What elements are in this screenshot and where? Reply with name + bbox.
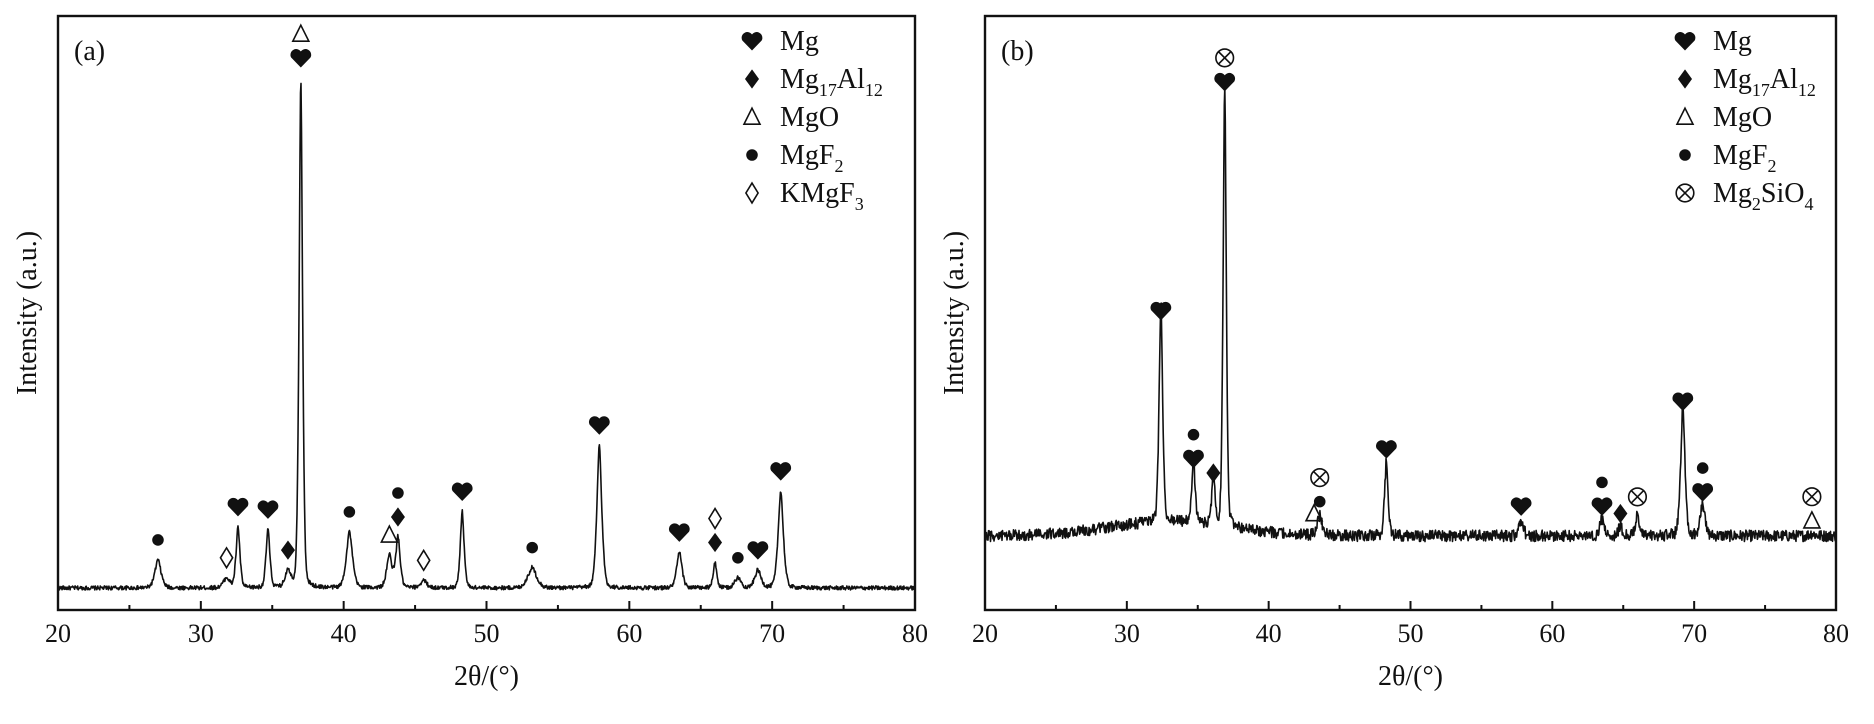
xrd-pattern-line <box>57 82 916 591</box>
legend-label: Mg17Al12 <box>780 64 883 100</box>
legend-symbol-open-diamond <box>744 181 760 205</box>
legend-symbol-otimes <box>1675 183 1695 203</box>
y-axis-label: Intensity (a.u.) <box>939 231 970 395</box>
peak-marker-open-diamond <box>416 548 431 572</box>
x-tick-label: 20 <box>972 619 998 648</box>
peak-marker-circle <box>1187 428 1200 441</box>
peak-marker-triangle <box>380 524 399 543</box>
peak-marker-otimes <box>1627 487 1648 507</box>
peak-marker-diamond <box>1613 503 1628 524</box>
peak-marker-heart <box>589 416 610 435</box>
legend-symbol-triangle <box>1675 106 1695 125</box>
peak-marker-heart <box>1672 392 1694 411</box>
peak-marker-heart <box>227 497 249 517</box>
legend-symbol-circle <box>746 149 758 161</box>
peak-marker-circle <box>1313 495 1326 508</box>
peak-marker-diamond <box>708 532 723 553</box>
peak-marker-otimes <box>1310 468 1330 488</box>
x-tick-label: 50 <box>1398 619 1424 648</box>
peak-marker-otimes <box>1802 487 1822 507</box>
legend-symbol-diamond <box>744 69 760 89</box>
peak-marker-open-diamond <box>708 507 723 530</box>
x-tick-label: 80 <box>1823 619 1849 648</box>
peak-marker-heart <box>747 541 769 560</box>
peak-marker-open-diamond <box>219 546 234 570</box>
xrd-pattern-line <box>984 86 1837 543</box>
x-tick-label: 30 <box>1114 619 1140 648</box>
peak-marker-circle <box>526 541 538 554</box>
peak-marker-diamond <box>390 507 405 527</box>
peak-marker-heart <box>290 49 312 68</box>
x-tick-label: 80 <box>902 619 928 648</box>
peak-marker-heart <box>257 500 279 519</box>
x-axis-label: 2θ/(°) <box>1378 661 1443 692</box>
peak-marker-circle <box>732 552 744 564</box>
y-axis-label: Intensity (a.u.) <box>12 231 43 395</box>
peak-marker-otimes <box>1215 48 1235 68</box>
peak-marker-circle <box>152 534 164 546</box>
peak-marker-heart <box>1692 483 1714 502</box>
peak-marker-triangle <box>1304 502 1324 522</box>
peak-marker-circle <box>1596 476 1608 489</box>
legend-label: Mg <box>780 26 819 57</box>
xrd-panel-a: 20 30 40 50 60 70 80 2θ/(°) Intensity (a.u.) (a) M… <box>12 14 928 692</box>
x-tick-label: 40 <box>331 619 357 648</box>
peak-marker-heart <box>669 523 690 542</box>
legend-label: Mg17Al12 <box>1713 64 1816 100</box>
peak-marker-heart <box>451 482 473 502</box>
plot-frame <box>983 14 1838 612</box>
legend-label: MgF2 <box>780 140 843 176</box>
x-tick-label: 70 <box>759 619 785 648</box>
peak-marker-heart <box>770 462 792 481</box>
peak-marker-circle <box>343 506 356 518</box>
x-tick-label: 30 <box>188 619 214 648</box>
panel-label: (a) <box>74 36 105 67</box>
x-tick-label: 60 <box>616 619 642 648</box>
x-tick-label: 60 <box>1539 619 1565 648</box>
peak-marker-heart <box>1376 440 1397 459</box>
x-tick-label: 40 <box>1256 619 1282 648</box>
peak-marker-triangle <box>1802 510 1822 529</box>
peak-marker-heart <box>1591 497 1613 516</box>
legend-symbol-triangle <box>742 106 762 125</box>
xrd-panel-b: 20 30 40 50 60 70 80 2θ/(°) Intensity (a.u.) (b) M… <box>939 14 1849 692</box>
legend-label: KMgF3 <box>780 178 864 214</box>
legend-symbol-heart <box>1674 32 1696 51</box>
peak-marker-triangle <box>291 23 311 42</box>
legend-label: Mg <box>1713 26 1752 57</box>
legend-label: MgF2 <box>1713 140 1776 176</box>
peak-marker-diamond <box>280 540 295 560</box>
peak-marker-heart <box>1510 497 1532 516</box>
peak-marker-circle <box>392 487 404 499</box>
x-tick-label: 70 <box>1681 619 1707 648</box>
peak-marker-diamond <box>1206 463 1221 483</box>
peak-marker-heart <box>1183 449 1204 469</box>
legend-symbol-circle <box>1679 149 1691 161</box>
peak-marker-heart <box>1150 301 1172 321</box>
x-tick-label: 20 <box>45 619 71 648</box>
x-axis-label: 2θ/(°) <box>454 661 519 692</box>
peak-marker-heart <box>1214 72 1236 92</box>
legend-symbol-heart <box>741 32 763 51</box>
peak-marker-circle <box>1696 462 1709 474</box>
legend-label: MgO <box>780 102 839 133</box>
x-tick-label: 50 <box>474 619 500 648</box>
panel-label: (b) <box>1001 36 1034 67</box>
legend-label: Mg2SiO4 <box>1713 178 1813 214</box>
legend-label: MgO <box>1713 102 1772 133</box>
legend-symbol-diamond <box>1677 69 1693 89</box>
